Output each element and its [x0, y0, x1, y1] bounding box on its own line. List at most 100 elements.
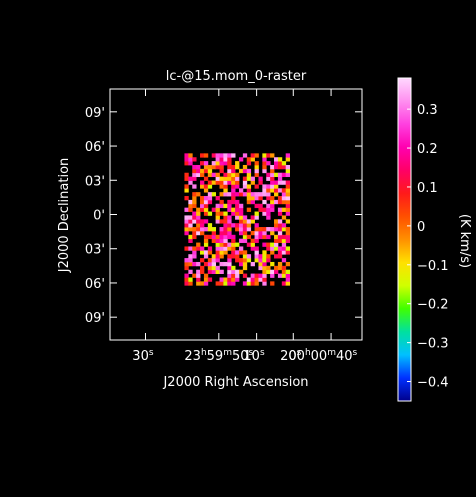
raster-cell: [250, 238, 255, 243]
raster-cell: [270, 153, 275, 158]
raster-cell: [285, 157, 290, 162]
raster-cell: [188, 203, 193, 209]
raster-cell: [246, 176, 252, 181]
raster-cell: [231, 153, 236, 158]
x-tick-label: 20s: [280, 348, 302, 364]
raster-cell: [250, 153, 255, 158]
intensity-raster: [184, 153, 290, 286]
raster-cell: [219, 250, 224, 255]
raster-cell: [200, 219, 205, 224]
raster-cell: [192, 273, 197, 278]
raster-cell: [211, 227, 217, 232]
raster-cell: [246, 184, 252, 189]
raster-cell: [200, 265, 205, 271]
raster-cell: [270, 176, 275, 181]
raster-cell: [215, 250, 220, 255]
raster-cell: [211, 207, 217, 212]
raster-cell: [196, 223, 201, 228]
raster-cell: [262, 254, 267, 259]
raster-cell: [219, 180, 224, 185]
raster-cell: [200, 227, 205, 232]
raster-cell: [196, 168, 201, 174]
raster-cell: [219, 153, 224, 158]
raster-cell: [246, 254, 252, 259]
raster-cell: [231, 196, 236, 201]
raster-cell: [231, 273, 236, 278]
raster-cell: [227, 246, 232, 251]
colorbar-tick-label: 0: [417, 220, 425, 235]
raster-cell: [227, 254, 232, 259]
raster-cell: [242, 238, 248, 243]
raster-cell: [258, 261, 263, 267]
raster-cell: [231, 192, 236, 197]
raster-cell: [207, 250, 213, 255]
raster-cell: [238, 238, 244, 243]
raster-cell: [215, 196, 220, 201]
raster-cell: [270, 230, 275, 236]
raster-cell: [227, 223, 232, 228]
raster-cell: [196, 246, 201, 251]
raster-cell: [270, 207, 275, 212]
raster-cell: [231, 184, 236, 189]
raster-cell: [184, 246, 189, 251]
raster-cell: [285, 230, 290, 236]
raster-cell: [277, 261, 283, 267]
colorbar-tick-label: −0.1: [417, 259, 449, 274]
x-tick-label: 30s: [132, 348, 154, 364]
raster-cell: [266, 172, 271, 178]
raster-cell: [231, 254, 236, 259]
raster-cell: [215, 176, 220, 181]
raster-cell: [246, 258, 252, 263]
raster-cell: [238, 203, 244, 209]
raster-cell: [192, 184, 197, 189]
raster-cell: [223, 230, 228, 236]
raster-cell: [200, 207, 205, 212]
raster-cell: [196, 219, 201, 224]
raster-cell: [285, 153, 290, 158]
raster-cell: [223, 176, 228, 181]
raster-cell: [254, 238, 259, 243]
raster-cell: [246, 223, 252, 228]
raster-cell: [227, 265, 232, 271]
raster-cell: [203, 211, 209, 216]
raster-cell: [200, 203, 205, 209]
raster-cell: [227, 281, 232, 286]
raster-cell: [219, 203, 224, 209]
raster-cell: [192, 172, 197, 178]
raster-cell: [262, 265, 267, 271]
raster-cell: [231, 246, 236, 251]
raster-cell: [277, 230, 283, 236]
raster-cell: [231, 188, 236, 193]
raster-cell: [262, 234, 267, 240]
raster-cell: [215, 254, 220, 259]
raster-cell: [281, 265, 287, 271]
raster-cell: [184, 227, 189, 232]
raster-cell: [231, 199, 236, 205]
raster-cell: [231, 207, 236, 212]
raster-cell: [262, 168, 267, 174]
raster-cell: [258, 176, 263, 181]
raster-cell: [215, 164, 220, 170]
raster-cell: [258, 207, 263, 212]
raster-cell: [184, 223, 189, 228]
raster-cell: [277, 265, 283, 271]
raster-cell: [242, 250, 248, 255]
raster-cell: [262, 153, 267, 158]
raster-cell: [211, 153, 217, 158]
raster-cell: [211, 261, 217, 267]
raster-cell: [254, 223, 259, 228]
raster-cell: [254, 234, 259, 240]
raster-cell: [203, 199, 209, 205]
raster-cell: [270, 246, 275, 251]
raster-cell: [200, 246, 205, 251]
raster-cell: [223, 188, 228, 193]
raster-cell: [285, 234, 290, 240]
raster-cell: [274, 234, 279, 240]
raster-cell: [223, 238, 228, 243]
raster-cell: [277, 199, 283, 205]
raster-cell: [184, 196, 189, 201]
y-axis-label: J2000 Declination: [57, 158, 72, 274]
raster-cell: [274, 238, 279, 243]
raster-cell: [250, 196, 255, 201]
